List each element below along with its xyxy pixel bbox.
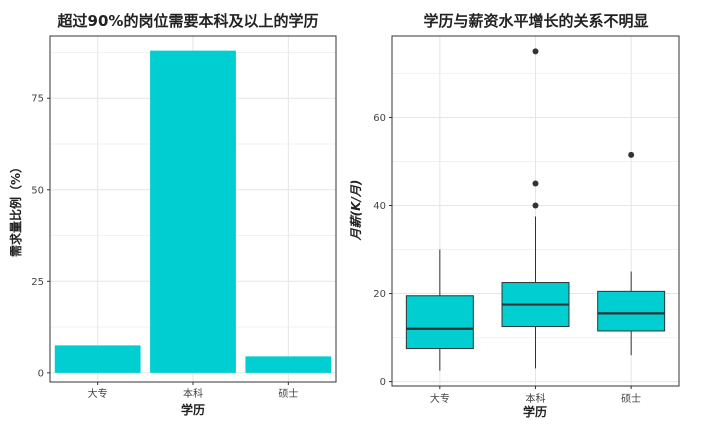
bar-x-axis-title: 学历 [181,402,205,417]
bar-y-axis-title: 需求量比例（%） [8,161,23,257]
box-大专 [405,295,474,350]
box-y-axis-title: 月薪(K/月) [349,180,363,242]
box-y-tick-label: 20 [373,289,386,300]
box-硕士 [597,290,666,332]
bar-大专 [54,345,141,373]
box-plot-title: 学历与薪资水平增长的关系不明显 [423,12,648,30]
bar-y-tick-label: 0 [38,368,44,379]
box-y-tick-label: 60 [373,113,386,124]
bar-x-tick-label: 大专 [88,387,108,400]
bar-chart-title: 超过90%的岗位需要本科及以上的学历 [57,12,319,30]
bar-本科 [150,50,236,373]
bar-y-tick-label: 50 [31,185,44,196]
box-outlier-point [532,180,539,187]
box-y-tick-label: 0 [380,377,386,388]
bar-y-tick-label: 25 [31,277,44,288]
box-y-tick-label: 40 [373,201,386,212]
box-x-axis-title: 学历 [523,404,547,419]
bar-x-tick-label: 本科 [183,387,203,400]
box-x-tick-label: 硕士 [621,392,641,405]
bar-x-tick-label: 硕士 [278,387,298,400]
bar-chart-panel: 超过90%的岗位需要本科及以上的学历 0 25 50 75 大专 本科 硕士 学历 需求量… [8,12,337,417]
box-outlier-point [532,48,539,55]
bar-y-tick-label: 75 [31,94,44,105]
box-x-tick-label: 本科 [526,392,546,405]
box-outlier-point [532,202,539,209]
bar-硕士 [245,356,332,373]
box-outlier-point [628,151,635,158]
box-x-tick-label: 大专 [430,392,450,405]
box-plot-panel: 学历与薪资水平增长的关系不明显 0 20 40 60 大专 本科 硕士 学历 月薪(K/月… [349,12,680,419]
